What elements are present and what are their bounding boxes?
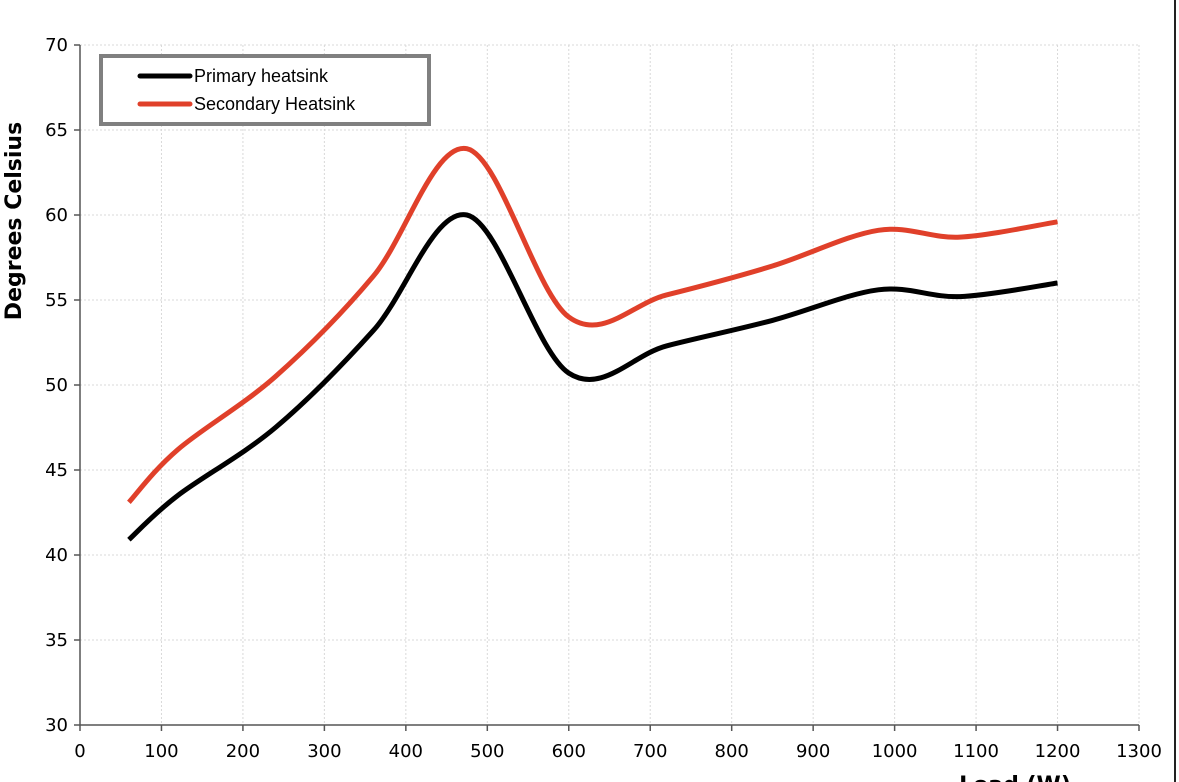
x-tick-label: 400 [389, 741, 423, 762]
x-tick-label: 0 [74, 741, 85, 762]
y-tick-label: 35 [45, 630, 68, 651]
x-tick-label: 1000 [872, 741, 918, 762]
x-tick-label: 700 [633, 741, 667, 762]
y-tick-label: 45 [45, 460, 68, 481]
x-tick-label: 100 [144, 741, 178, 762]
x-tick-label: 900 [796, 741, 830, 762]
legend: Primary heatsink Secondary Heatsink [99, 54, 431, 126]
legend-box [99, 54, 431, 126]
series-layer [127, 146, 1058, 542]
x-tick-label: 1200 [1035, 741, 1081, 762]
x-tick-label: 1300 [1116, 741, 1162, 762]
series-line-secondary [127, 146, 1058, 504]
x-axis-title: Load (W) [959, 773, 1071, 782]
x-tick-label: 300 [307, 741, 341, 762]
y-tick-label: 55 [45, 290, 68, 311]
legend-label-primary: Primary heatsink [194, 66, 329, 86]
y-tick-label: 65 [45, 120, 68, 141]
x-tick-label: 800 [715, 741, 749, 762]
y-tick-label: 70 [45, 35, 68, 56]
axis-layer: 0 100 200 300 400 500 600 700 800 900 1000 1100 1200… [45, 35, 1162, 762]
y-tick-label: 40 [45, 545, 68, 566]
right-frame-border [1174, 0, 1176, 782]
series-line-primary [127, 212, 1058, 542]
x-tick-label: 600 [552, 741, 586, 762]
grid-layer [80, 44, 1140, 725]
x-tick-label: 500 [470, 741, 504, 762]
y-tick-label: 50 [45, 375, 68, 396]
legend-label-secondary: Secondary Heatsink [194, 94, 356, 114]
x-tick-label: 200 [226, 741, 260, 762]
y-tick-label: 60 [45, 205, 68, 226]
x-tick-label: 1100 [953, 741, 999, 762]
y-axis-title: Degrees Celsius [2, 122, 27, 320]
y-tick-label: 30 [45, 715, 68, 736]
